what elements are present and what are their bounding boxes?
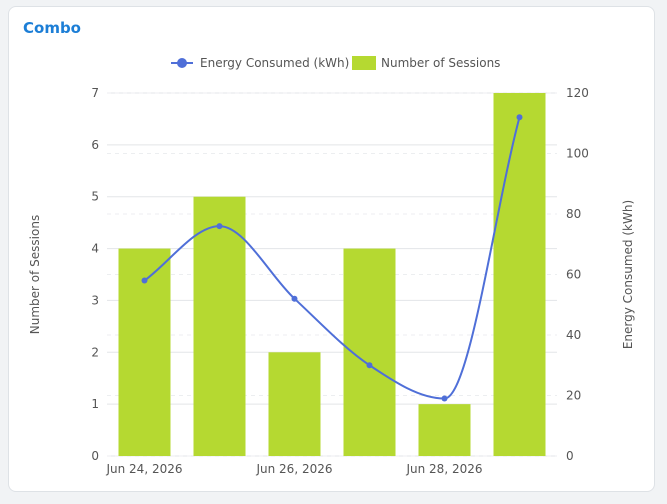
legend-bar-swatch bbox=[352, 56, 376, 70]
line-point[interactable] bbox=[366, 362, 373, 369]
y-right-tick-label: 60 bbox=[566, 268, 581, 282]
y-left-tick-label: 3 bbox=[91, 293, 99, 307]
bar[interactable] bbox=[418, 404, 471, 456]
y-left-tick-label: 6 bbox=[91, 138, 99, 152]
y-left-axis-title: Number of Sessions bbox=[28, 215, 42, 334]
y-left-tick-label: 1 bbox=[91, 397, 99, 411]
line-point[interactable] bbox=[441, 395, 448, 402]
y-left-tick-label: 7 bbox=[91, 86, 99, 100]
bar[interactable] bbox=[193, 196, 246, 456]
x-tick-label: Jun 28, 2026 bbox=[405, 462, 482, 476]
legend-label-sessions[interactable]: Number of Sessions bbox=[381, 56, 500, 70]
y-right-tick-label: 100 bbox=[566, 147, 589, 161]
y-left-tick-label: 0 bbox=[91, 449, 99, 463]
x-tick-label: Jun 24, 2026 bbox=[105, 462, 182, 476]
y-right-tick-label: 20 bbox=[566, 389, 581, 403]
bar[interactable] bbox=[493, 93, 546, 456]
y-right-tick-label: 120 bbox=[566, 86, 589, 100]
legend-label-energy[interactable]: Energy Consumed (kWh) bbox=[200, 56, 349, 70]
y-left-tick-label: 2 bbox=[91, 345, 99, 359]
card-title: Combo bbox=[23, 19, 81, 37]
y-left-tick-label: 4 bbox=[91, 242, 99, 256]
line-point[interactable] bbox=[216, 223, 223, 230]
y-right-tick-label: 0 bbox=[566, 449, 574, 463]
x-tick-label: Jun 26, 2026 bbox=[255, 462, 332, 476]
line-point[interactable] bbox=[291, 295, 298, 302]
y-right-tick-label: 40 bbox=[566, 328, 581, 342]
line-point[interactable] bbox=[141, 277, 148, 284]
y-left-tick-label: 5 bbox=[91, 190, 99, 204]
legend: Energy Consumed (kWh) Number of Sessions bbox=[171, 56, 500, 70]
line-point[interactable] bbox=[516, 114, 523, 121]
bar[interactable] bbox=[268, 352, 321, 456]
y-right-tick-label: 80 bbox=[566, 207, 581, 221]
legend-line-marker bbox=[177, 58, 187, 68]
y-right-axis-title: Energy Consumed (kWh) bbox=[621, 200, 635, 349]
